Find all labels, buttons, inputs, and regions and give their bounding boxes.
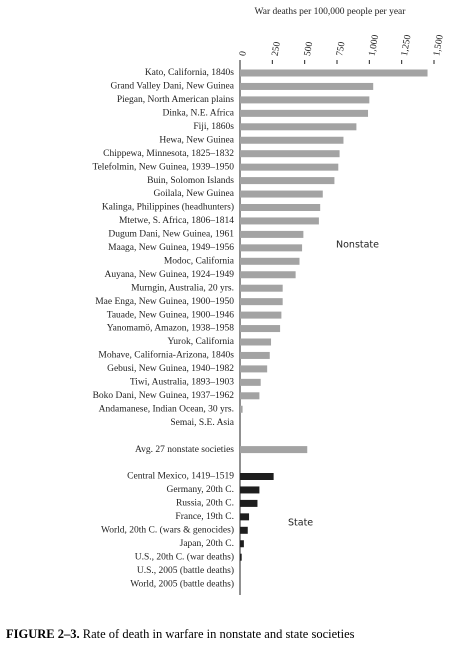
y-tick-label: Avg. 27 nonstate societies [135, 445, 234, 455]
y-tick-label: Tauade, New Guinea, 1900–1946 [107, 310, 235, 320]
bar [240, 109, 369, 117]
bar [240, 378, 261, 386]
bar [240, 338, 272, 346]
y-tick-label: Tiwi, Australia, 1893–1903 [130, 378, 234, 388]
y-tick-label: Mtetwe, S. Africa, 1806–1814 [119, 215, 234, 226]
y-tick-label: Andamanese, Indian Ocean, 30 yrs. [99, 404, 234, 414]
bar [240, 325, 281, 333]
x-tick-label: 500 [303, 41, 315, 57]
bar [240, 499, 258, 507]
bar [240, 271, 296, 279]
figure-label: FIGURE 2–3. [6, 627, 80, 641]
y-tick-label: Piegan, North American plains [117, 95, 234, 105]
bar [240, 351, 270, 359]
bar [240, 365, 268, 373]
bar [240, 177, 335, 185]
series-label: State [288, 518, 313, 529]
bar [240, 82, 374, 90]
y-tick-label: Telefolmin, New Guinea, 1939–1950 [92, 161, 234, 172]
x-tick-label: 250 [271, 41, 283, 57]
bar [240, 446, 308, 454]
y-tick-label: Kato, California, 1840s [145, 67, 234, 78]
bar [240, 123, 357, 131]
bar [240, 230, 304, 238]
y-tick-label: World, 2005 (battle deaths) [130, 578, 234, 589]
y-tick-label: Yanomamö, Amazon, 1938–1958 [107, 324, 235, 334]
y-tick-label: U.S., 20th C. (war deaths) [135, 551, 234, 562]
y-tick-label: Japan, 20th C. [180, 539, 234, 549]
y-tick-label: Boko Dani, New Guinea, 1937–1962 [93, 391, 235, 401]
bar [240, 284, 283, 292]
y-tick-label: Grand Valley Dani, New Guinea [110, 82, 234, 92]
bar [240, 204, 321, 211]
y-tick-label: Auyana, New Guinea, 1924–1949 [104, 270, 234, 280]
x-tick-label: 750 [335, 41, 347, 57]
y-tick-label: France, 19th C. [175, 512, 234, 522]
y-tick-label: Mohave, California-Arizona, 1840s [98, 350, 234, 361]
bar [240, 513, 250, 521]
series-label: Nonstate [336, 240, 379, 251]
caption: FIGURE 2–3. Rate of death in warfare in … [6, 627, 355, 641]
x-tick-label: 0 [238, 50, 249, 57]
y-tick-label: Germany, 20th C. [167, 485, 234, 495]
y-tick-label: Mae Enga, New Guinea, 1900–1950 [95, 297, 234, 307]
y-tick-label: Maaga, New Guinea, 1949–1956 [108, 243, 234, 253]
y-tick-label: U.S., 2005 (battle deaths) [137, 565, 234, 576]
bar [240, 298, 283, 306]
y-tick-label: Hewa, New Guinea [159, 135, 234, 145]
caption-text: Rate of death in warfare in nonstate and… [83, 627, 355, 641]
bar [240, 486, 260, 494]
chart-title: War deaths per 100,000 people per year [255, 7, 407, 17]
y-tick-label: Dinka, N.E. Africa [163, 108, 235, 119]
y-tick-label: Fiji, 1860s [193, 122, 234, 132]
y-tick-label: Modoc, California [164, 255, 235, 266]
bar [240, 405, 243, 413]
bar [240, 257, 300, 265]
y-tick-label: Yurok, California [168, 336, 235, 347]
bar [240, 136, 344, 144]
bar [240, 553, 242, 561]
y-tick-label: Central Mexico, 1419–1519 [127, 472, 234, 482]
y-tick-label: Goilala, New Guinea [154, 189, 235, 199]
y-tick-label: Murngin, Australia, 20 yrs. [131, 283, 234, 293]
x-tick-label: 1,250 [400, 34, 414, 57]
x-tick-label: 1,000 [368, 34, 382, 57]
bar [240, 392, 260, 400]
y-tick-label: Kalinga, Philippines (headhunters) [102, 202, 234, 213]
y-tick-label: World, 20th C. (wars & genocides) [101, 524, 234, 535]
bar [240, 217, 319, 225]
x-tick-label: 1,500 [432, 34, 446, 57]
y-tick-label: Semai, S.E. Asia [170, 418, 234, 428]
bar [240, 473, 274, 480]
y-tick-label: Dugum Dani, New Guinea, 1961 [108, 230, 234, 240]
y-tick-label: Chippewa, Minnesota, 1825–1832 [103, 149, 234, 159]
bar [240, 244, 303, 252]
y-tick-label: Gebusi, New Guinea, 1940–1982 [107, 364, 234, 374]
bar [240, 96, 370, 104]
bar [240, 311, 282, 319]
bar [240, 540, 244, 548]
y-tick-label: Russia, 20th C. [176, 499, 234, 509]
bar [240, 190, 323, 198]
bar [240, 150, 340, 158]
bar [240, 69, 428, 77]
y-tick-label: Buin, Solomon Islands [147, 176, 234, 186]
bar [240, 163, 339, 171]
bar [240, 526, 248, 534]
